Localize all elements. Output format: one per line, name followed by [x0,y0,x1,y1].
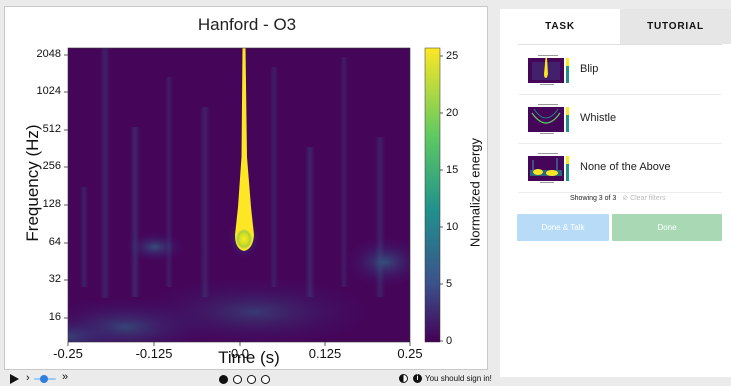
x-tick-label: 0.25 [397,346,423,361]
spectrogram-texture [68,48,410,342]
clear-filters-link[interactable]: ⊘ Clear filters [622,195,666,202]
done-button[interactable]: Done [612,214,722,241]
choice-thumbnail [522,152,574,185]
colorbar-tick-label: 15 [446,164,459,176]
y-tick-label: 512 [42,123,61,135]
y-tick-label: 2048 [36,48,61,60]
frame-dot-4[interactable] [261,375,270,384]
tab-divider [518,44,722,45]
x-tick-label: -0.125 [135,346,173,361]
subject-controls: › » i You should sign in! [0,371,500,386]
x-tick-label: -0.25 [53,346,83,361]
colorbar-label: Normalized energy [467,137,483,248]
colorbar-tick-label: 25 [446,50,459,62]
y-axis-ticks [64,54,68,319]
tab-task[interactable]: TASK [500,9,620,44]
done-and-talk-button[interactable]: Done & Talk [517,214,609,241]
sign-in-prompt[interactable]: You should sign in! [425,374,492,383]
chevron-right-icon[interactable]: › [26,372,30,384]
frame-dot-2[interactable] [233,375,242,384]
filter-status: Showing 3 of 3 ⊘ Clear filters [570,194,665,202]
frame-dot-1[interactable] [219,375,228,384]
colorbar-tick-label: 5 [446,278,453,290]
y-axis-label: Frequency (Hz) [23,124,42,242]
choice-blip[interactable]: Blip [518,47,722,95]
y-tick-label: 128 [42,198,61,210]
choice-label: Whistle [580,112,617,124]
choice-label: Blip [580,63,599,75]
colorbar [424,47,441,343]
play-icon[interactable] [10,374,19,384]
spectrogram [64,47,443,346]
colorbar-tick-label: 10 [446,221,459,233]
colorbar-tick-label: 20 [446,107,459,119]
y-tick-label: 32 [48,273,61,285]
y-tick-label: 16 [48,311,61,323]
tab-tutorial[interactable]: TUTORIAL [620,9,731,44]
y-tick-label: 1024 [36,85,61,97]
y-tick-label: 256 [42,160,61,172]
x-axis-ticks [67,342,411,346]
choice-thumbnail [522,103,574,136]
invert-contrast-icon[interactable] [399,374,408,383]
y-tick-label: 64 [48,236,61,248]
choice-none-of-the-above[interactable]: None of the Above [518,145,722,193]
choice-thumbnail [522,54,574,87]
task-panel: TASK TUTORIAL Blip [500,9,731,377]
x-tick-label: 0.0 [230,346,250,361]
choice-whistle[interactable]: Whistle [518,96,722,144]
info-icon[interactable]: i [413,374,422,383]
colorbar-tick-label: 0 [446,335,453,347]
speed-slider-thumb[interactable] [40,375,48,383]
plot-title: Hanford - O3 [197,15,297,34]
x-tick-label: 0.125 [308,346,342,361]
fast-forward-icon[interactable]: » [62,371,69,383]
x-axis-label: Time (s) [218,348,280,367]
showing-count: Showing 3 of 3 [570,195,617,202]
choice-label: None of the Above [580,161,671,173]
frame-dot-3[interactable] [247,375,256,384]
subject-viewer[interactable]: Hanford - O3 [4,6,488,370]
